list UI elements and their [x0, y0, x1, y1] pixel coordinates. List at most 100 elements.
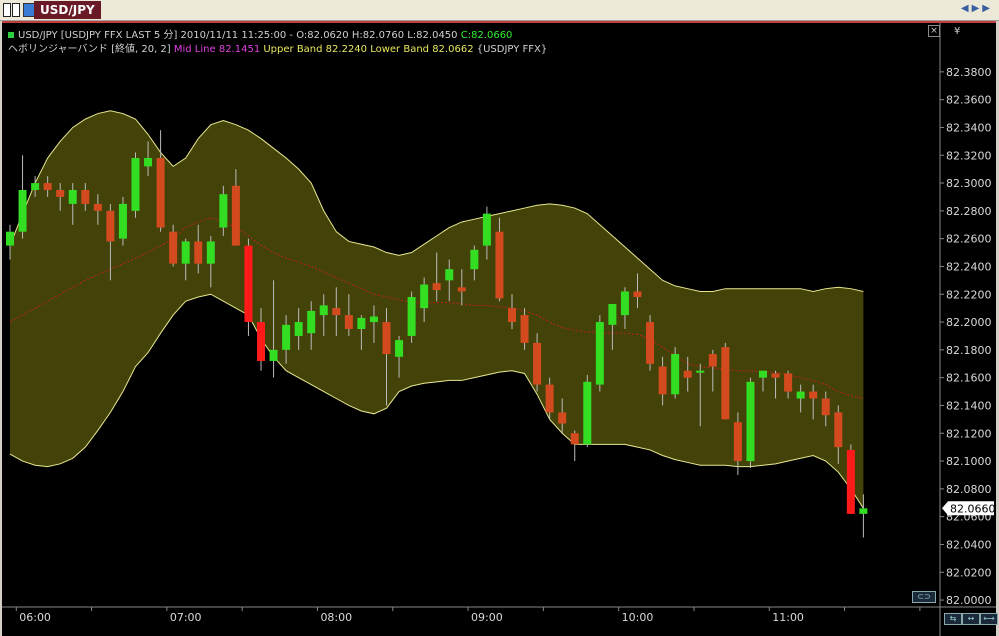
candle-body [733, 422, 742, 462]
candle-body [81, 190, 90, 204]
lower-band-line [9, 293, 864, 509]
candle-body [181, 241, 190, 264]
candle-body [570, 433, 579, 445]
candle-body [608, 303, 617, 325]
x-tick-label: 10:00 [622, 611, 654, 624]
candle-body [646, 322, 655, 364]
y-tick-label: 82.2200 [946, 288, 992, 301]
y-tick-label: 82.0200 [946, 566, 992, 579]
y-tick-label: 82.0800 [946, 483, 992, 496]
arrow-right-icon[interactable]: ▶ [971, 3, 983, 14]
zoom-out-icon[interactable]: ↔ [962, 613, 980, 625]
candle-body [106, 210, 115, 242]
candle-body [457, 287, 466, 292]
candle-body [771, 373, 780, 378]
candle-body [382, 322, 391, 355]
y-tick-label: 82.3400 [946, 121, 992, 134]
last-price-marker [942, 501, 994, 516]
x-tick-label: 09:00 [471, 611, 503, 624]
candle-body [244, 245, 253, 323]
candle-body [708, 354, 717, 367]
y-tick-label: 82.3200 [946, 149, 992, 162]
y-tick-label: 82.1200 [946, 427, 992, 440]
tab-nav-arrows[interactable]: ◀▶▶ [961, 3, 993, 14]
y-tick-label: 82.3000 [946, 177, 992, 190]
candle-body [834, 412, 843, 448]
candle-body [583, 381, 592, 445]
window-icons [3, 3, 37, 17]
candle-body [859, 508, 868, 514]
candle-body [671, 354, 680, 395]
upper-band-line [9, 110, 864, 292]
candle-body [282, 324, 291, 350]
candle-body [6, 231, 14, 246]
candle-body [545, 384, 554, 413]
candle-body [269, 349, 278, 361]
zoom-in-icon[interactable]: ⟷ [980, 613, 998, 625]
y-tick-label: 82.1600 [946, 372, 992, 385]
layout-icon[interactable] [3, 3, 11, 17]
y-tick-label: 82.1800 [946, 344, 992, 357]
candle-body [420, 284, 429, 309]
window-titlebar: USD/JPY ◀▶▶ [0, 0, 999, 21]
symbol-info-line: USD/JPY [USDJPY FFX LAST 5 分] 2010/11/11… [8, 26, 512, 41]
candle-body [332, 308, 341, 316]
x-tick-label: 11:00 [772, 611, 804, 624]
candle-body [43, 183, 52, 190]
candle-body [319, 305, 328, 316]
candle-body [18, 190, 27, 232]
arrow-left-icon[interactable]: ◀ [960, 3, 972, 14]
currency-icon[interactable]: ¥ [954, 26, 961, 37]
candle-body [658, 366, 667, 395]
candle-body [68, 190, 77, 204]
candle-body [520, 315, 529, 343]
candle-body [821, 398, 830, 416]
candle-body [558, 412, 567, 424]
candle-body [294, 322, 303, 336]
scroll-handle-icon[interactable]: ⊂⊃ [912, 591, 936, 603]
candle-body [595, 322, 604, 385]
candle-body [369, 316, 378, 323]
candle-body [31, 183, 40, 190]
upper-band-value: Upper Band 82.2240 [260, 44, 368, 55]
y-tick-label: 82.1400 [946, 399, 992, 412]
symbol-status-icon [8, 32, 14, 38]
y-tick-label: 82.0400 [946, 538, 992, 551]
candle-body [746, 381, 755, 462]
y-tick-label: 82.2400 [946, 260, 992, 273]
mid-line-value: Mid Line 82.1451 [173, 44, 261, 55]
mid-line [9, 217, 864, 399]
y-tick-label: 82.1000 [946, 455, 992, 468]
candle-body [219, 194, 228, 228]
candle-body [809, 391, 818, 399]
indicator-info-line: ヘボリンジャーバンド [終値, 20, 2] Mid Line 82.1451 … [8, 40, 547, 55]
y-tick-label: 82.3600 [946, 94, 992, 107]
symbol-tab[interactable]: USD/JPY [34, 1, 101, 19]
y-tick-label: 82.2000 [946, 316, 992, 329]
x-tick-label: 08:00 [320, 611, 352, 624]
y-tick-label: 82.2800 [946, 205, 992, 218]
candle-body [357, 317, 366, 329]
candle-body [432, 283, 441, 291]
indicator-name: ヘボリンジャーバンド [終値, 20, 2] [8, 44, 174, 55]
candle-body [407, 297, 416, 336]
chart-frame[interactable]: 82.3800 82.3600 82.3400 82.3200 82.3000 82.28… [2, 21, 998, 636]
candle-body [696, 370, 705, 373]
layout-icon-2[interactable] [12, 3, 20, 17]
indicator-source: {USDJPY FFX} [473, 44, 548, 55]
x-tick-label: 07:00 [170, 611, 202, 624]
candle-body [784, 373, 793, 392]
candle-body [344, 315, 353, 329]
price-chart[interactable]: 82.3800 82.3600 82.3400 82.3200 82.3000 82.28… [2, 23, 996, 636]
candle-body [508, 308, 516, 323]
y-tick-label: 82.2600 [946, 233, 992, 246]
candle-body [445, 269, 454, 281]
last-price-label: 82.0660 [950, 502, 996, 515]
candle-body [395, 340, 404, 357]
candle-body [144, 158, 153, 167]
candle-body [796, 391, 805, 399]
candle-body [56, 190, 65, 197]
close-icon[interactable]: × [928, 25, 940, 37]
zoom-fit-icon[interactable]: ⇆ [944, 613, 962, 625]
arrow-right-end-icon[interactable]: ▶ [982, 3, 993, 14]
